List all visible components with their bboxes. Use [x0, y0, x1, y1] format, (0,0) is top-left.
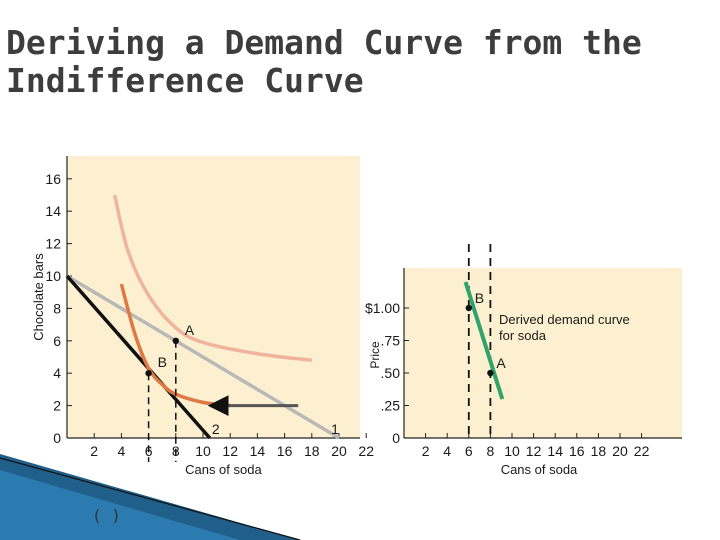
indifference-curve-high: [112, 194, 313, 362]
left-y-tick-label: 14: [45, 203, 61, 219]
bottom-label: ( ): [92, 506, 121, 525]
left-x-axis-label: Cans of soda: [185, 462, 262, 477]
left-point-A: [172, 337, 179, 344]
left-y-tick-label: 4: [53, 365, 61, 381]
right-point-A: [487, 369, 494, 377]
left-y-tick-label: 16: [45, 171, 61, 187]
right-y-axis-label: Price: [368, 341, 382, 369]
left-x-tick-label: 18: [304, 443, 320, 459]
budget-line-2: [65, 274, 212, 440]
right-x-tick-label: 18: [591, 443, 607, 459]
left-x-tick-label: 10: [195, 443, 211, 459]
right-y-tick-label: .25: [381, 398, 401, 414]
demand-curve: [463, 281, 505, 400]
left-y-tick-label: 6: [53, 333, 61, 349]
budget-line-label-1: 1: [331, 421, 339, 437]
right-x-tick-label: 14: [547, 443, 563, 459]
right-x-tick-label: 16: [569, 443, 585, 459]
left-x-tick-label: 12: [222, 443, 238, 459]
right-point-B: [465, 304, 472, 312]
left-y-tick-label: 10: [45, 268, 61, 284]
left-y-tick-label: 12: [45, 236, 61, 252]
right-plot-area: [404, 268, 682, 438]
right-y-tick-label: .75: [381, 333, 401, 349]
right-point-label-B: B: [475, 290, 484, 306]
slide-accent-wave-inner: [0, 470, 240, 540]
left-y-tick-label: 8: [53, 300, 61, 316]
left-x-tick-label: 20: [331, 443, 347, 459]
left-x-tick-label: 4: [118, 443, 126, 459]
left-x-tick-label: 2: [90, 443, 98, 459]
right-point-label-A: A: [496, 355, 506, 371]
left-x-tick-label: 14: [250, 443, 266, 459]
indifference-curve-low: [119, 283, 231, 408]
left-y-axis-label: Chocolate bars: [31, 253, 46, 341]
left-point-B: [145, 370, 152, 377]
right-x-tick-label: 4: [443, 443, 451, 459]
left-y-tick-label: 0: [53, 430, 61, 446]
demand-curve-annotation: Derived demand curve for soda: [499, 312, 630, 343]
right-y-tick-label: .50: [381, 365, 401, 381]
right-x-tick-label: 10: [504, 443, 520, 459]
right-x-axis-label: Cans of soda: [501, 462, 578, 477]
left-point-label-B: B: [158, 354, 167, 370]
right-y-tick-label: $1.00: [365, 300, 400, 316]
left-y-tick-label: 2: [53, 398, 61, 414]
budget-line-1: [66, 274, 340, 440]
slide-title: Deriving a Demand Curve from the Indiffer…: [6, 23, 642, 100]
budget-line-label-2: 2: [212, 421, 220, 437]
left-point-label-A: A: [185, 322, 195, 338]
right-x-tick-label: 22: [634, 443, 650, 459]
right-x-tick-label: 8: [487, 443, 495, 459]
slide-accent-line: [0, 457, 301, 540]
left-x-tick-label: 16: [277, 443, 293, 459]
left-x-tick-label: 22: [358, 443, 374, 459]
right-x-tick-label: 12: [526, 443, 542, 459]
right-x-tick-label: 20: [612, 443, 628, 459]
left-plot-area: [67, 156, 360, 438]
right-x-tick-label: 6: [465, 443, 473, 459]
right-x-tick-label: 2: [422, 443, 430, 459]
right-y-tick-label: 0: [392, 430, 400, 446]
